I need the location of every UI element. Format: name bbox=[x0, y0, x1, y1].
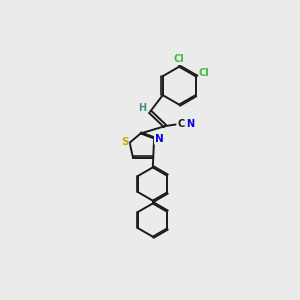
Text: Cl: Cl bbox=[174, 54, 184, 64]
Text: N: N bbox=[186, 119, 194, 129]
Text: C: C bbox=[177, 119, 184, 129]
Text: H: H bbox=[139, 103, 147, 112]
Text: Cl: Cl bbox=[199, 68, 210, 78]
Text: S: S bbox=[121, 137, 128, 147]
Text: N: N bbox=[155, 134, 164, 144]
